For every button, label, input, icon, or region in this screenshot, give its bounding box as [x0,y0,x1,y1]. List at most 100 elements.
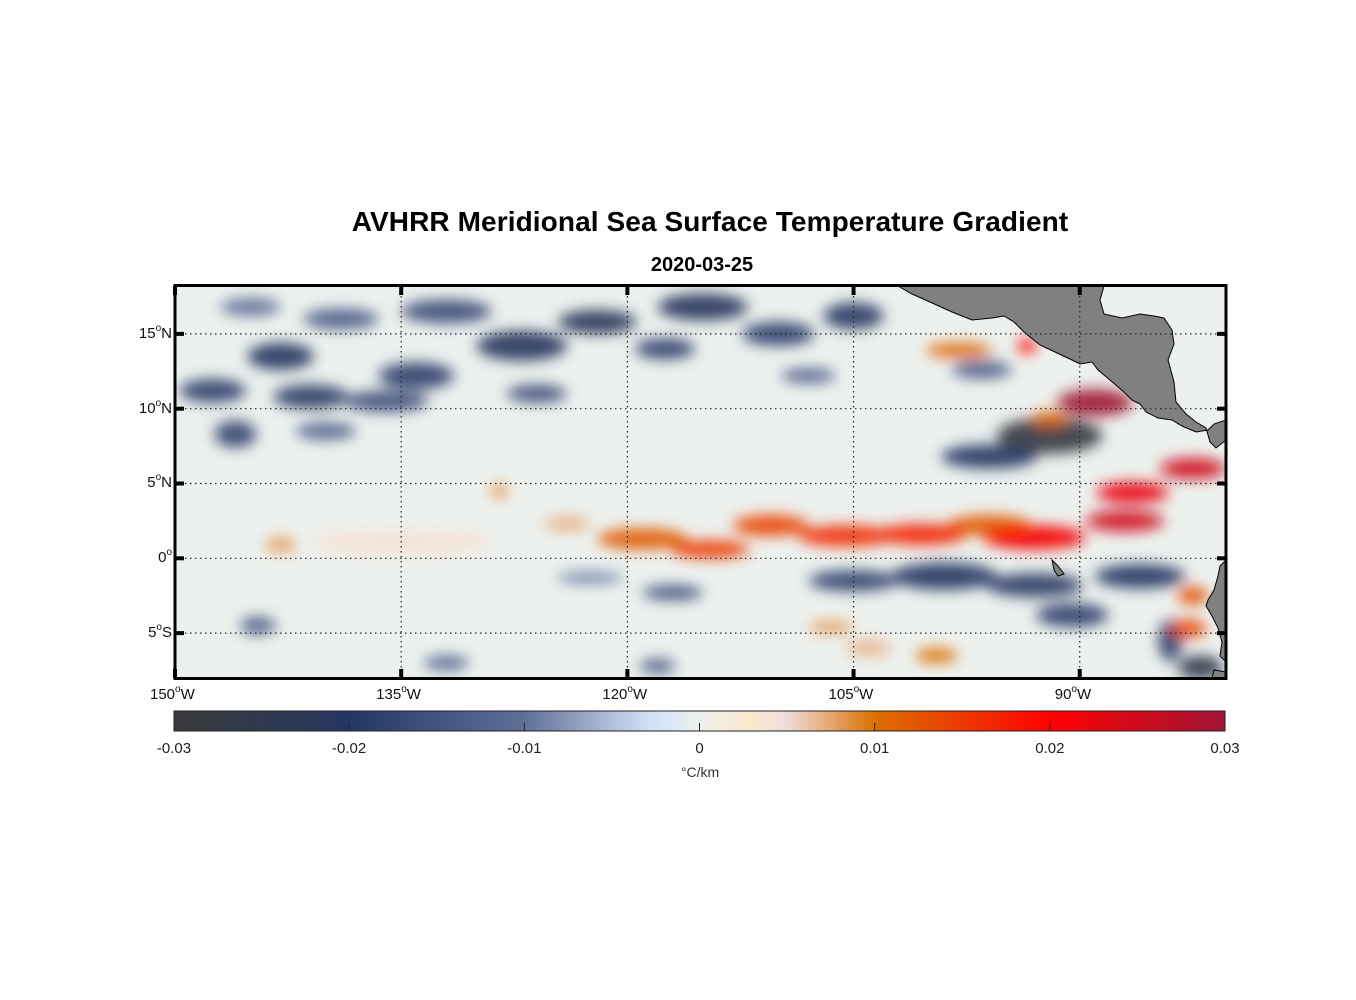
tick-hemi: S [161,624,172,642]
colorbar-tick-label: -0.02 [332,740,367,757]
negative-gradient-feature [295,422,356,441]
negative-gradient-feature [639,658,676,674]
negative-gradient-feature [642,585,703,601]
degree-mark: o [155,472,162,484]
negative-gradient-feature [247,342,314,370]
negative-gradient-feature [476,330,568,361]
tick-hemi: W [406,686,421,703]
negative-gradient-feature [273,384,349,409]
colorbar-tick-label: 0 [695,740,704,757]
negative-gradient-feature [951,360,1012,379]
negative-gradient-feature [1036,603,1109,628]
positive-gradient-feature [671,540,750,559]
degree-mark: o [853,684,860,695]
degree-mark: o [155,322,162,334]
galapagos-island [1051,558,1065,577]
positive-gradient-feature [597,528,688,550]
y-tick-label: 10oN [138,397,172,417]
positive-gradient-feature [1057,389,1133,417]
positive-gradient-feature [925,342,993,358]
negative-gradient-feature [220,297,281,316]
colorbar-ticks [348,723,1051,731]
y-tick-label: 15oN [138,322,172,342]
land-mask [896,286,1226,678]
negative-gradient-feature [741,321,815,346]
positive-gradient-feature [265,537,296,553]
negative-gradient-feature [214,420,257,448]
negative-gradient-feature [401,299,492,324]
negative-gradient-feature [657,293,748,321]
negative-gradient-feature [506,384,568,403]
tick-num: 15 [138,324,156,342]
tick-hemi: W [632,686,648,703]
tick-num: 10 [138,399,156,417]
colorbar-tick-label: 0.02 [1035,740,1065,757]
negative-gradient-feature [1177,655,1223,678]
chart-title: AVHRR Meridional Sea Surface Temperature… [351,206,1069,237]
negative-gradient-feature [1094,564,1186,589]
positive-gradient-feature [544,516,590,532]
tick-hemi: N [161,474,172,492]
negative-gradient-feature [634,338,696,360]
colorbar-unit-label: °C/km [680,764,720,780]
degree-mark: o [166,547,172,559]
positive-gradient-feature [1096,482,1169,503]
degree-mark: o [175,684,181,695]
positive-gradient-feature [808,621,854,634]
positive-gradient-feature [732,514,809,536]
colorbar-tick-label: -0.01 [507,740,542,757]
negative-gradient-feature [823,302,884,330]
negative-gradient-feature [239,616,277,635]
tick-hemi: W [1076,686,1092,703]
colorbar-tick-label: 0.03 [1210,740,1240,757]
positive-gradient-feature [490,483,509,499]
negative-gradient-feature [556,571,623,584]
axes-frame [173,284,1228,680]
tick-hemi: W [859,686,874,703]
colorbar-tick-label: -0.03 [156,740,192,757]
chart-subtitle: 2020-03-25 [650,254,754,276]
south-america-land-south [1211,669,1226,678]
degree-mark: o [401,684,407,695]
x-tick-label: 105oW [828,684,874,703]
negative-gradient-feature [986,573,1083,598]
tick-num: 135 [376,686,402,703]
x-tick-label: 150oW [150,684,195,703]
central-america-land [896,286,1226,449]
negative-gradient-feature [891,562,997,590]
positive-gradient-feature [1031,411,1068,427]
negative-gradient-feature [423,655,470,671]
y-tick-label: 5oN [147,472,172,492]
grid-lines [175,286,1226,678]
negative-gradient-feature [781,368,836,384]
negative-gradient-feature [378,362,454,390]
x-tick-label: 120oW [602,684,648,703]
degree-mark: o [156,622,162,634]
positive-gradient-feature [1159,458,1226,480]
degree-mark: o [1071,684,1077,695]
degree-mark: o [155,397,162,409]
negative-gradient-feature [941,444,1038,469]
negative-gradient-feature [996,417,1103,454]
negative-gradient-feature [343,390,429,412]
y-tick-label: 5oS [148,622,172,642]
negative-gradient-feature [303,308,379,330]
x-tick-label: 135oW [376,684,421,703]
south-america-land [1205,559,1226,663]
y-tick-label: 0o [158,547,172,567]
tick-num: 90 [1054,686,1072,703]
tick-num: 0 [158,549,167,567]
positive-gradient-feature [846,640,892,656]
colorbar-tick-label: 0.01 [860,740,890,757]
negative-gradient-feature [808,570,899,592]
positive-gradient-feature [983,525,1086,550]
tick-num: 105 [828,686,854,703]
tick-hemi: W [180,686,195,703]
negative-gradient-feature [558,309,637,334]
positive-gradient-feature [915,648,958,664]
positive-gradient-feature [1017,338,1037,354]
positive-gradient-feature [1170,619,1207,638]
gradient-field [179,293,1226,678]
positive-gradient-feature [1085,510,1165,532]
